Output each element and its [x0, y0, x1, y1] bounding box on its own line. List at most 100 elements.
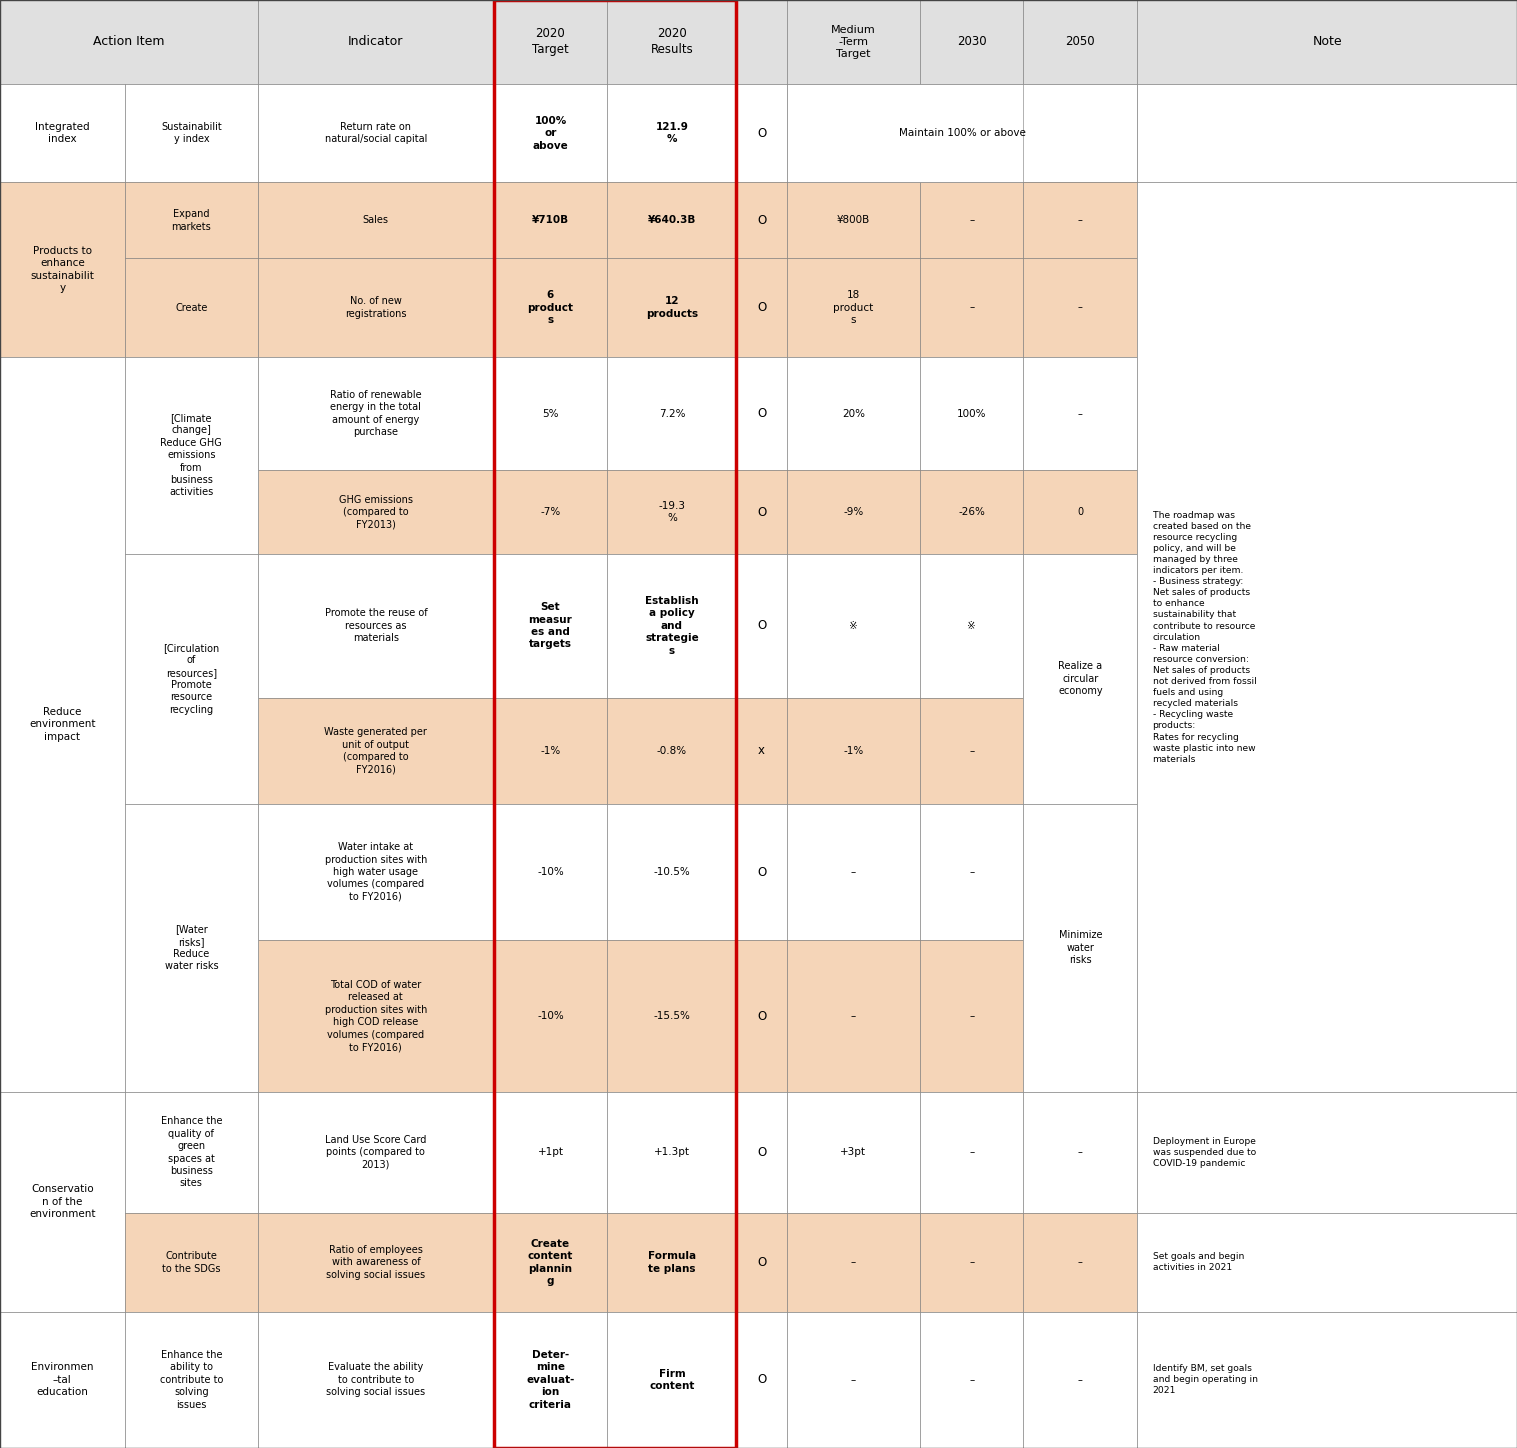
Bar — [258, 84, 493, 182]
Text: 2020
Results: 2020 Results — [651, 28, 693, 56]
Text: Waste generated per
unit of output
(compared to
FY2016): Waste generated per unit of output (comp… — [325, 727, 428, 775]
Bar — [124, 553, 258, 804]
Bar — [736, 182, 787, 258]
Text: +1pt: +1pt — [537, 1147, 563, 1157]
Bar — [493, 356, 607, 471]
Text: 6
product
s: 6 product s — [528, 290, 573, 324]
Bar — [493, 1213, 607, 1312]
Bar — [1024, 1092, 1138, 1213]
Bar — [787, 1092, 921, 1213]
Bar — [258, 804, 493, 940]
Bar — [607, 1092, 736, 1213]
Text: 2030: 2030 — [957, 36, 986, 48]
Text: -0.8%: -0.8% — [657, 746, 687, 756]
Bar — [493, 182, 607, 258]
Bar — [1024, 258, 1138, 356]
Bar — [921, 553, 1024, 698]
Text: –: – — [851, 1374, 856, 1384]
Text: –: – — [969, 1257, 974, 1267]
Text: Create: Create — [174, 303, 208, 313]
Text: -19.3
%: -19.3 % — [658, 501, 686, 523]
Bar — [493, 0, 607, 84]
Bar — [736, 553, 787, 698]
Bar — [0, 182, 124, 356]
Bar — [124, 84, 258, 182]
Bar — [0, 1092, 124, 1312]
Bar — [1138, 1312, 1517, 1448]
Text: 7.2%: 7.2% — [658, 408, 686, 418]
Bar — [607, 471, 736, 553]
Text: Ratio of renewable
energy in the total
amount of energy
purchase: Ratio of renewable energy in the total a… — [331, 390, 422, 437]
Text: -9%: -9% — [843, 507, 863, 517]
Text: ¥710B: ¥710B — [532, 216, 569, 226]
Text: x: x — [758, 744, 765, 757]
Bar — [787, 553, 921, 698]
Bar — [736, 804, 787, 940]
Bar — [787, 182, 921, 258]
Text: Create
content
plannin
g: Create content plannin g — [528, 1238, 573, 1286]
Bar — [1138, 1213, 1517, 1312]
Text: Environmen
–tal
education: Environmen –tal education — [30, 1363, 94, 1397]
Text: –: – — [1079, 408, 1083, 418]
Text: Action Item: Action Item — [94, 36, 165, 48]
Text: 2020
Target: 2020 Target — [532, 28, 569, 56]
Text: –: – — [969, 867, 974, 877]
Bar — [787, 1213, 921, 1312]
Text: ※: ※ — [968, 621, 977, 631]
Bar — [736, 1312, 787, 1448]
Text: -1%: -1% — [843, 746, 863, 756]
Bar — [921, 698, 1024, 804]
Text: -10%: -10% — [537, 867, 564, 877]
Bar — [493, 258, 607, 356]
Bar — [0, 1312, 124, 1448]
Text: O: O — [757, 127, 766, 140]
Bar — [1024, 0, 1138, 84]
Text: 0: 0 — [1077, 507, 1083, 517]
Bar — [258, 698, 493, 804]
Bar — [787, 1312, 921, 1448]
Text: O: O — [757, 1145, 766, 1158]
Bar — [607, 182, 736, 258]
Bar — [0, 0, 258, 84]
Text: Maintain 100% or above: Maintain 100% or above — [898, 129, 1025, 138]
Bar — [607, 940, 736, 1092]
Text: Medium
-Term
Target: Medium -Term Target — [831, 25, 875, 59]
Bar — [493, 698, 607, 804]
Bar — [493, 0, 736, 1448]
Text: Expand
markets: Expand markets — [171, 209, 211, 232]
Bar — [493, 553, 607, 698]
Bar — [607, 1312, 736, 1448]
Text: O: O — [757, 505, 766, 518]
Text: Conservatio
n of the
environment: Conservatio n of the environment — [29, 1184, 96, 1219]
Text: –: – — [851, 1011, 856, 1021]
Text: Note: Note — [1312, 36, 1343, 48]
Bar — [493, 1092, 607, 1213]
Bar — [607, 0, 736, 84]
Text: Products to
enhance
sustainabilit
y: Products to enhance sustainabilit y — [30, 246, 94, 294]
Text: Enhance the
quality of
green
spaces at
business
sites: Enhance the quality of green spaces at b… — [161, 1116, 221, 1189]
Text: –: – — [851, 1257, 856, 1267]
Bar — [1138, 0, 1517, 84]
Bar — [736, 1092, 787, 1213]
Bar — [258, 553, 493, 698]
Bar — [124, 1312, 258, 1448]
Text: –: – — [969, 1147, 974, 1157]
Text: O: O — [757, 1373, 766, 1386]
Text: No. of new
registrations: No. of new registrations — [344, 297, 407, 319]
Bar — [607, 84, 736, 182]
Text: 2050: 2050 — [1065, 36, 1095, 48]
Bar — [258, 1092, 493, 1213]
Text: Deter-
mine
evaluat-
ion
criteria: Deter- mine evaluat- ion criteria — [526, 1350, 575, 1409]
Bar — [493, 940, 607, 1092]
Bar — [258, 182, 493, 258]
Text: Minimize
water
risks: Minimize water risks — [1059, 931, 1103, 966]
Bar — [0, 356, 124, 1092]
Bar — [258, 258, 493, 356]
Bar — [921, 940, 1024, 1092]
Text: Indicator: Indicator — [347, 36, 404, 48]
Text: 100%: 100% — [957, 408, 986, 418]
Text: –: – — [1079, 1257, 1083, 1267]
Text: –: – — [1079, 303, 1083, 313]
Bar — [124, 258, 258, 356]
Text: Sustainabilit
y index: Sustainabilit y index — [161, 122, 221, 145]
